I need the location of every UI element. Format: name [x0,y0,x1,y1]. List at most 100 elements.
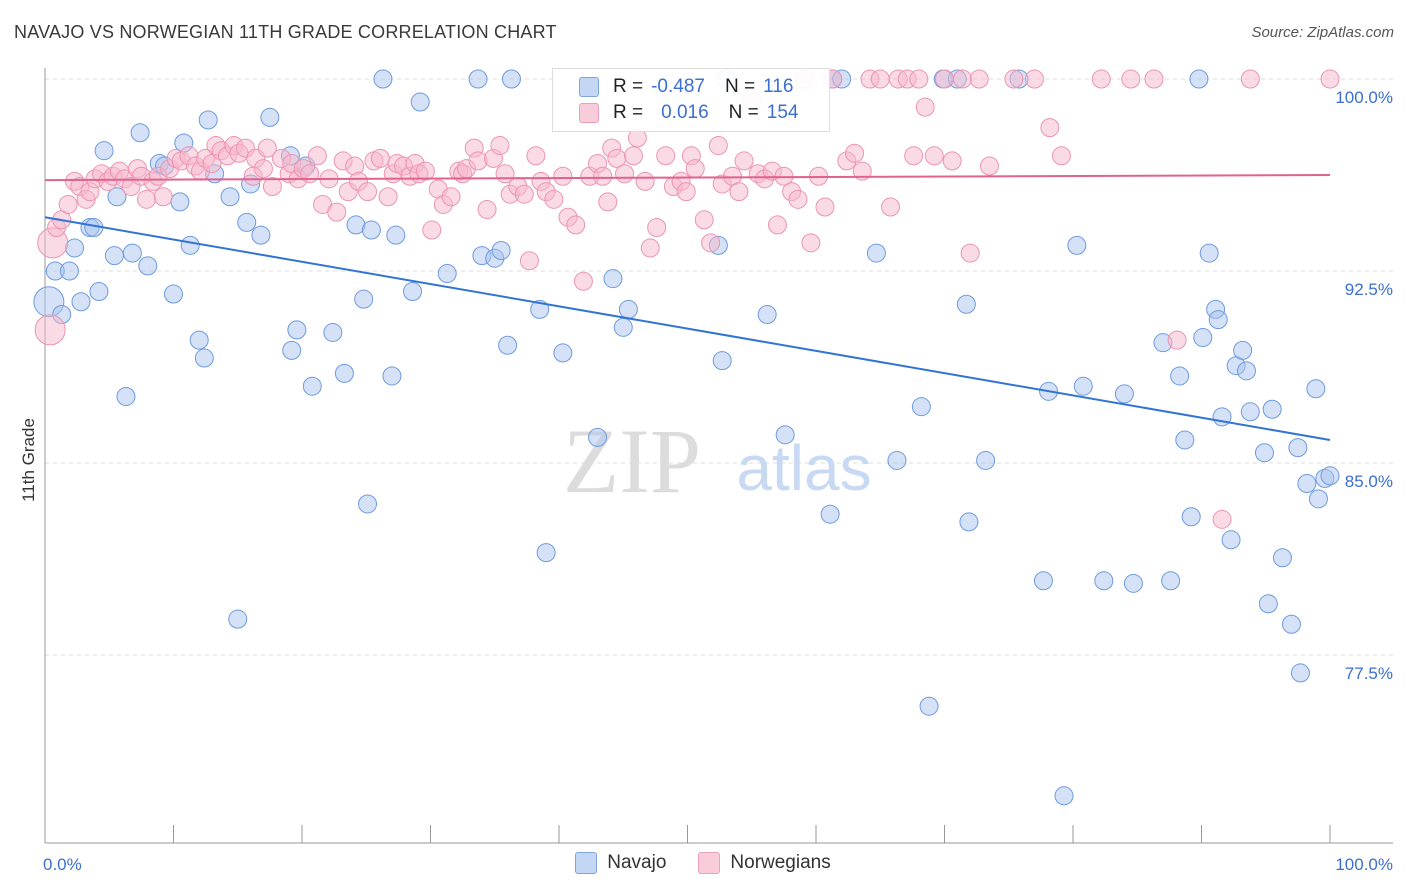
navajo-point [757,305,777,325]
navajo-point [1306,379,1326,399]
norwegian-point [801,233,821,253]
navajo-point [170,192,190,212]
navajo-point [260,107,280,127]
norwegian-point [1240,69,1260,89]
y-tick-label: 92.5% [1345,280,1393,299]
navajo-point [358,494,378,514]
norwegian-point [34,314,66,346]
norwegian-point [624,146,644,166]
watermark-atlas: atlas [736,432,871,504]
navajo-point [189,330,209,350]
navajo-point [1094,571,1114,591]
norwegian-point [969,69,989,89]
norwegian-point [615,164,635,184]
navajo-point [107,187,127,207]
norwegian-point [598,192,618,212]
axes [44,68,1393,844]
navajo-point [1320,466,1340,486]
stats-row-norwegians: R = 0.016 N = 154 [579,101,798,125]
n-label: N = [724,76,756,97]
norwegian-point [490,136,510,156]
navajo-point [1199,243,1219,263]
norwegian-point [935,69,954,89]
trend-lines [44,174,1331,441]
norwegian-point [815,197,835,217]
navajo-point [1067,235,1087,255]
navajo-point [302,376,322,396]
norwegian-point [1004,69,1024,89]
watermark: ZIP atlas [563,410,872,512]
navajo-point [911,397,931,417]
navajo-point [553,343,573,363]
navajo-point [334,363,354,383]
norwegian-point [593,166,613,186]
y-tick-label: 77.5% [1345,664,1393,683]
norwegian-point [370,148,390,168]
norwegian-point [640,238,660,258]
x-tick-label: 0.0% [43,855,82,874]
series-legend: Navajo Norwegians [0,852,1406,874]
navajo-point [712,351,732,371]
norwegian-point [729,182,749,202]
norwegian-point [253,159,273,179]
r-label: R = [613,102,644,123]
navajo-point [59,261,79,281]
navajo-point [1272,548,1292,568]
navajo-swatch [579,77,599,97]
norwegian-point [566,215,586,235]
norwegian-point [656,146,676,166]
norwegian-point [441,187,461,207]
navajo-point [976,450,996,470]
navajo-point [618,299,638,319]
norwegian-point [1320,69,1340,89]
norwegian-point [904,146,924,166]
y-axis-label: 11th Grade [19,418,38,502]
norwegian-point [960,243,980,263]
norwegian-point [327,202,347,222]
norwegians-legend-swatch [698,852,721,874]
navajo-point [491,241,511,261]
norwegian-point [852,161,872,181]
norwegian-point [694,210,714,230]
source-credit: Source: ZipAtlas.com [1251,24,1394,41]
chart-title: NAVAJO VS NORWEGIAN 11TH GRADE CORRELATI… [14,22,557,42]
norwegian-point [519,251,539,271]
norwegian-point [915,97,935,117]
norwegian-point [870,69,890,89]
navajo-point [1054,786,1074,806]
navajo-point [866,243,886,263]
navajo-point [354,289,374,309]
y-tick-label: 85.0% [1345,472,1393,491]
norwegian-point [307,146,327,166]
navajo-point [1114,384,1134,404]
stats-row-navajo: R = -0.487 N = 116 [579,75,793,99]
navajo-point [89,281,109,301]
legend-item-norwegians: Norwegians [698,852,831,874]
norwegian-point [262,177,282,197]
navajo-point [71,292,91,312]
navajo-point [536,543,556,563]
norwegians-swatch [579,103,599,123]
navajo-point [1297,473,1317,493]
navajo-point [530,299,550,319]
stats-legend: R = -0.487 N = 116 R = 0.016 N = 154 [552,68,830,132]
norwegian-point [1091,69,1111,89]
r-label: R = [613,76,644,97]
navajo-point [194,348,214,368]
norwegian-point [1024,69,1044,89]
norwegian-point [422,220,442,240]
norwegian-point [526,146,546,166]
n-value-navajo: 116 [763,76,794,97]
tick-labels: 100.0% 92.5% 85.0% 77.5% 0.0% 100.0% [43,88,1393,874]
norwegian-point [767,215,787,235]
norwegian-point [788,189,808,209]
legend-label-norwegians: Norwegians [730,852,831,873]
navajo-point [180,235,200,255]
navajo-point [130,123,150,143]
norwegian-point [378,187,398,207]
navajo-point [437,264,457,284]
norwegian-point [544,189,564,209]
navajo-point [282,340,302,360]
navajo-point [1161,571,1181,591]
